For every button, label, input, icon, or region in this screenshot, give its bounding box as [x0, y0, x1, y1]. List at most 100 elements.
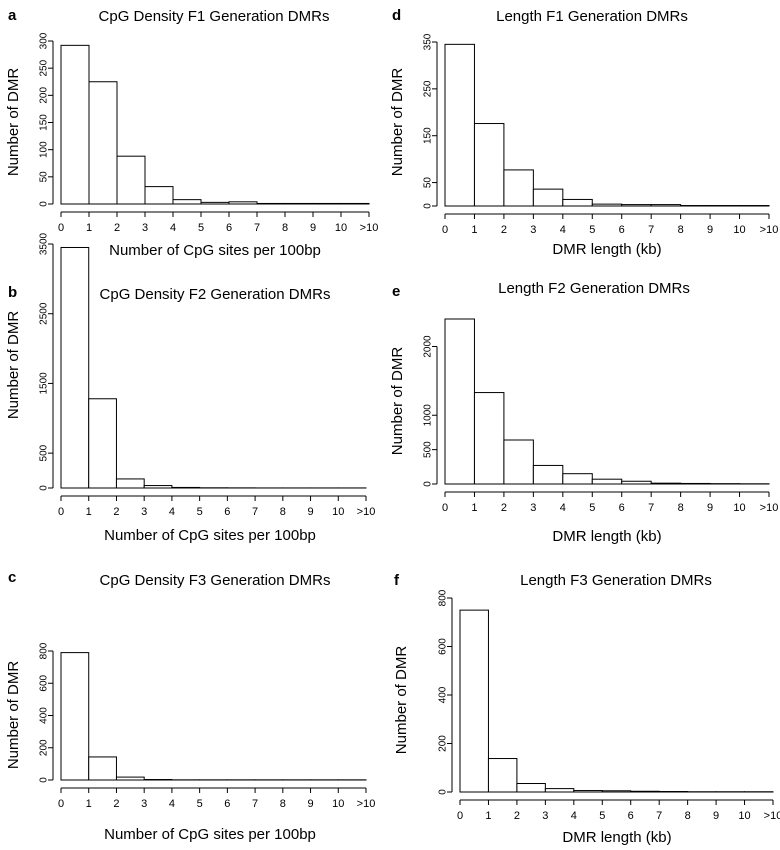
y-tick-label: 200	[39, 739, 50, 756]
y-axis-label: Number of DMR	[5, 661, 22, 770]
x-tick-label: 4	[560, 502, 566, 514]
x-tick-label: 9	[713, 810, 719, 822]
x-tick-label: 9	[707, 224, 713, 236]
x-tick-label: 6	[226, 222, 232, 234]
histogram-bar	[88, 398, 117, 489]
y-tick-label: 0	[438, 789, 449, 795]
x-tick-label: 10	[733, 502, 745, 514]
y-tick-label: 0	[39, 777, 50, 783]
x-tick-label: 2	[514, 810, 520, 822]
x-tick-label: 0	[442, 224, 448, 236]
y-axis-label: Number of DMR	[389, 68, 406, 177]
histogram-bar	[172, 199, 202, 205]
y-tick-label: 200	[438, 735, 449, 752]
x-tick-label: 5	[589, 502, 595, 514]
histogram-bar	[573, 790, 603, 793]
histogram-bar	[591, 478, 623, 485]
x-tick-label: 6	[619, 224, 625, 236]
x-tick-label: 7	[656, 810, 662, 822]
x-tick-label: >10	[764, 810, 780, 822]
histogram-bar	[144, 186, 174, 205]
y-tick-label: 150	[423, 127, 434, 144]
y-tick-label: 800	[438, 589, 449, 606]
x-tick-label: 5	[197, 798, 203, 810]
histogram-bar	[621, 480, 652, 485]
histogram-bar	[503, 169, 534, 207]
x-tick-label: >10	[760, 224, 779, 236]
x-tick-label: 4	[169, 506, 175, 518]
x-tick-label: 10	[335, 222, 347, 234]
y-tick-label: 100	[39, 141, 50, 158]
x-tick-label: 7	[648, 224, 654, 236]
y-tick-label: 200	[39, 87, 50, 104]
y-tick-label: 150	[39, 114, 50, 131]
x-tick-label: 6	[619, 502, 625, 514]
histogram-bar	[516, 783, 546, 793]
y-tick-label: 1000	[423, 404, 434, 427]
histogram-bar	[60, 44, 90, 205]
x-tick-label: >10	[360, 222, 379, 234]
y-tick-label: 500	[39, 444, 50, 461]
panel-letter: b	[8, 284, 17, 301]
x-tick-label: 7	[254, 222, 260, 234]
x-tick-label: 8	[280, 506, 286, 518]
x-tick-label: 10	[332, 798, 344, 810]
y-tick-label: 600	[39, 674, 50, 691]
histogram-bar	[591, 203, 623, 207]
histogram-bar	[88, 756, 117, 781]
x-tick-label: 1	[86, 222, 92, 234]
x-tick-label: 4	[169, 798, 175, 810]
y-tick-label: 1500	[39, 372, 50, 395]
chart-title: Length F3 Generation DMRs	[520, 572, 712, 589]
histogram-bar	[116, 155, 146, 205]
histogram-bar	[630, 790, 660, 793]
panel-letter: e	[392, 283, 400, 300]
y-axis-label: Number of DMR	[5, 68, 22, 177]
x-axis-label: Number of CpG sites per 100bp	[104, 527, 316, 544]
y-tick-label: 350	[423, 33, 434, 50]
y-tick-label: 2500	[39, 302, 50, 325]
histogram-bar	[88, 81, 118, 205]
panel-letter: d	[392, 7, 401, 24]
y-tick-label: 300	[39, 32, 50, 49]
panel-letter: f	[394, 572, 400, 589]
x-axis-label: DMR length (kb)	[552, 241, 661, 258]
histogram-bar	[312, 202, 342, 205]
y-tick-label: 400	[438, 686, 449, 703]
x-axis-label: Number of CpG sites per 100bp	[104, 826, 316, 843]
histogram-bar	[487, 758, 518, 793]
x-tick-label: 1	[471, 502, 477, 514]
y-tick-label: 2000	[423, 335, 434, 358]
x-tick-label: 5	[599, 810, 605, 822]
x-tick-label: 9	[307, 798, 313, 810]
histogram-bar	[60, 652, 90, 781]
x-tick-label: 9	[707, 502, 713, 514]
histogram-bar	[601, 790, 632, 793]
x-tick-label: 2	[113, 506, 119, 518]
panel-d: d Length F1 Generation DMRs 0 1 2 3 4 5 6 7 8 9 10 >1…	[389, 7, 778, 258]
histogram-bar	[532, 464, 564, 485]
x-tick-label: 2	[114, 222, 120, 234]
chart-title: CpG Density F3 Generation DMRs	[100, 572, 331, 589]
y-tick-label: 500	[423, 441, 434, 458]
x-tick-label: 3	[530, 502, 536, 514]
x-tick-label: 2	[113, 798, 119, 810]
x-tick-label: 3	[141, 506, 147, 518]
y-axis-label: Number of DMR	[393, 646, 410, 755]
histogram-bar	[473, 392, 505, 485]
x-tick-label: 1	[471, 224, 477, 236]
histogram-bar	[143, 485, 173, 489]
histogram-bar	[340, 202, 370, 205]
panel-c: c CpG Density F3 Generation DMRs 0 1 2 3 4 5 6 7 8…	[5, 569, 375, 843]
x-tick-label: >10	[760, 502, 779, 514]
y-tick-label: 0	[423, 481, 434, 487]
x-axis-label: DMR length (kb)	[552, 528, 661, 545]
chart-title: CpG Density F2 Generation DMRs	[100, 286, 331, 303]
x-tick-label: 4	[170, 222, 176, 234]
histogram-bar	[115, 478, 145, 489]
y-tick-label: 0	[39, 485, 50, 491]
x-tick-label: 1	[485, 810, 491, 822]
y-tick-label: 800	[39, 642, 50, 659]
x-tick-label: 0	[58, 798, 64, 810]
